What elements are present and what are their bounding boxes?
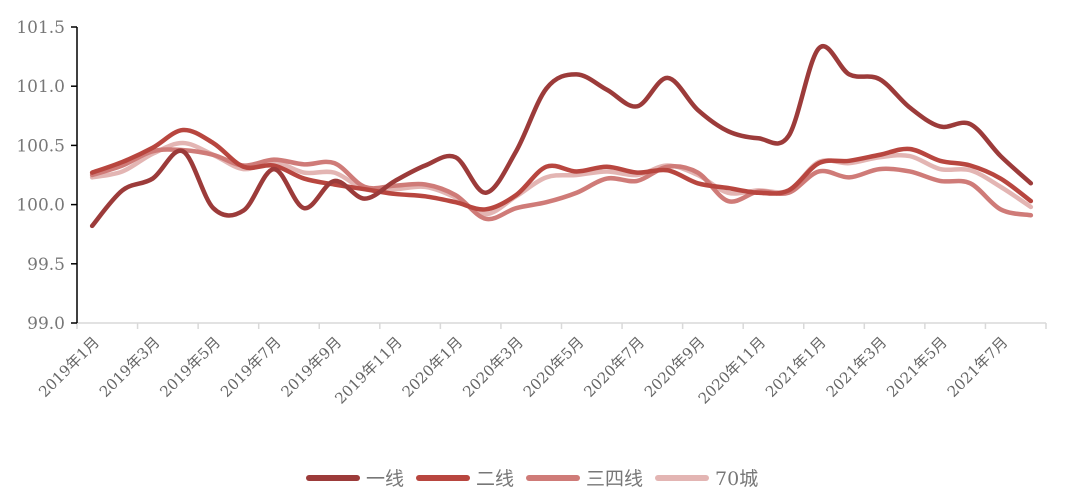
x-tick-label: 2020年7月 [580, 333, 648, 401]
y-tick-label: 101.0 [16, 77, 65, 97]
legend-item-tier1[interactable]: 一线 [306, 464, 404, 491]
legend-swatch [416, 474, 471, 481]
legend-item-tier2[interactable]: 二线 [416, 464, 514, 491]
y-tick-label: 100.0 [16, 196, 65, 216]
line-chart: 2019年1月2019年3月2019年5月2019年7月2019年9月2019年… [16, 18, 1047, 408]
series-line-tier1 [89, 44, 1034, 229]
legend-label: 三四线 [586, 468, 644, 490]
legend-swatch [306, 474, 360, 481]
x-tick-label: 2021年7月 [944, 333, 1012, 401]
x-tick-label: 2020年5月 [520, 333, 588, 401]
x-tick-label: 2019年3月 [96, 333, 164, 401]
x-tick-label: 2020年1月 [399, 333, 467, 401]
legend-label: 一线 [366, 468, 405, 490]
x-tick-label: 2021年3月 [823, 333, 891, 401]
x-tick-label: 2021年1月 [762, 333, 830, 401]
x-tick-label: 2019年7月 [217, 333, 285, 401]
legend-label: 二线 [476, 468, 515, 490]
legend-item-tier34[interactable]: 三四线 [526, 464, 643, 491]
y-tick-label: 99.5 [27, 255, 65, 275]
legend-swatch [655, 474, 710, 481]
legend: 一线 二线 三四线 70城 [306, 464, 762, 491]
x-tick-label: 2020年3月 [459, 333, 527, 401]
legend-item-70cities[interactable]: 70城 [655, 464, 758, 491]
series-line-tier2 [89, 127, 1034, 212]
legend-swatch [526, 474, 581, 481]
x-tick-label: 2019年1月 [35, 333, 103, 401]
x-tick-label: 2021年5月 [883, 333, 951, 401]
legend-label: 70城 [715, 468, 759, 490]
x-tick-label: 2019年5月 [156, 333, 224, 401]
y-tick-label: 100.5 [16, 136, 65, 156]
y-tick-label: 99.0 [27, 314, 65, 334]
y-tick-label: 101.5 [16, 18, 65, 38]
